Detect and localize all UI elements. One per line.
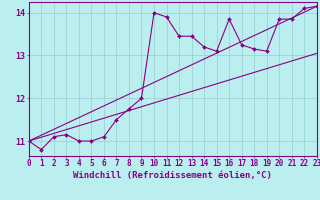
X-axis label: Windchill (Refroidissement éolien,°C): Windchill (Refroidissement éolien,°C) bbox=[73, 171, 272, 180]
